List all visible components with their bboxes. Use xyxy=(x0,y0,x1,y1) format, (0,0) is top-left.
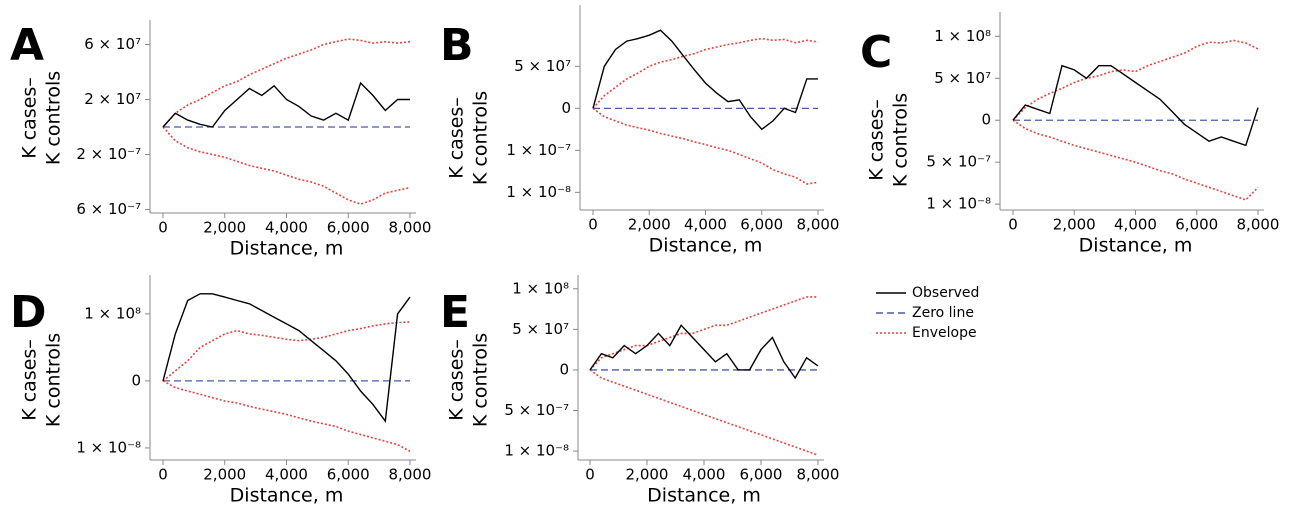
y-axis-label: K controls xyxy=(470,91,492,185)
x-tick-label: 4,000 xyxy=(265,219,308,237)
x-tick-label: 4,000 xyxy=(683,466,726,484)
y-tick-label: 5 × 10⁷ xyxy=(512,320,569,338)
series-line xyxy=(162,38,411,128)
y-tick-label: 1 × 10⁻⁷ xyxy=(506,141,571,159)
series-line xyxy=(162,293,411,423)
x-tick-label: 8,000 xyxy=(389,219,432,237)
x-axis-label: Distance, m xyxy=(649,235,763,257)
x-tick-label: 0 xyxy=(158,219,168,237)
y-axis-label: K cases– xyxy=(19,339,41,421)
series-line xyxy=(162,126,411,205)
x-tick-label: 8,000 xyxy=(797,466,840,484)
y-tick-label: 0 xyxy=(561,99,571,117)
series-line xyxy=(162,380,411,453)
y-tick-label: 1 × 10⁸ xyxy=(512,279,569,297)
y-tick-label: 1 × 10⁻⁸ xyxy=(926,195,991,213)
x-tick-label: 8,000 xyxy=(797,216,840,234)
panel-letter: C xyxy=(860,27,892,78)
y-tick-label: 0 xyxy=(559,360,569,378)
y-tick-label: 6 × 10⁷ xyxy=(84,35,141,53)
y-axis-label: K controls xyxy=(470,333,492,427)
series-line xyxy=(1012,64,1259,147)
series-line xyxy=(1012,39,1259,121)
y-tick-label: 1 × 10⁻⁸ xyxy=(76,438,141,456)
y-tick-label: 1 × 10⁻⁸ xyxy=(504,442,569,460)
y-axis-label: K cases– xyxy=(19,77,41,159)
y-axis-label: K controls xyxy=(43,71,65,165)
x-tick-label: 6,000 xyxy=(740,216,783,234)
x-tick-label: 6,000 xyxy=(740,466,783,484)
y-tick-label: 1 × 10⁸ xyxy=(934,27,991,45)
x-tick-label: 2,000 xyxy=(626,466,669,484)
series-line xyxy=(162,81,410,128)
y-tick-label: 5 × 10⁻⁷ xyxy=(926,153,991,171)
y-axis-label: K cases– xyxy=(446,339,468,421)
legend-label: Envelope xyxy=(912,325,977,341)
y-tick-label: 0 xyxy=(981,111,991,129)
series-line xyxy=(1012,119,1259,201)
y-tick-label: 1 × 10⁻⁸ xyxy=(506,183,571,201)
y-tick-label: 2 × 10⁷ xyxy=(84,90,141,108)
x-tick-label: 2,000 xyxy=(203,466,246,484)
series-line xyxy=(592,37,819,109)
series-line xyxy=(162,321,411,382)
x-tick-label: 0 xyxy=(158,466,168,484)
x-tick-label: 6,000 xyxy=(1175,216,1218,234)
legend-label: Zero line xyxy=(912,305,974,321)
x-tick-label: 8,000 xyxy=(389,466,432,484)
x-axis-label: Distance, m xyxy=(1079,235,1193,257)
y-tick-label: 0 xyxy=(131,371,141,389)
x-tick-label: 0 xyxy=(585,466,595,484)
x-axis-label: Distance, m xyxy=(230,238,344,260)
x-tick-label: 2,000 xyxy=(1053,216,1096,234)
y-tick-label: 5 × 10⁷ xyxy=(934,69,991,87)
y-tick-label: 5 × 10⁷ xyxy=(514,57,571,75)
x-tick-label: 8,000 xyxy=(1237,216,1280,234)
x-axis-label: Distance, m xyxy=(230,485,344,507)
y-axis-label: K cases– xyxy=(446,97,468,179)
series-line xyxy=(589,369,819,456)
series-line xyxy=(592,107,819,185)
y-tick-label: 5 × 10⁻⁷ xyxy=(504,401,569,419)
y-tick-label: 6 × 10⁻⁷ xyxy=(76,200,141,218)
y-axis-label: K controls xyxy=(890,93,912,187)
panel-letter: D xyxy=(10,287,47,338)
panel-letter: A xyxy=(10,20,44,71)
x-tick-label: 4,000 xyxy=(684,216,727,234)
y-tick-label: 1 × 10⁸ xyxy=(84,304,141,322)
x-tick-label: 2,000 xyxy=(628,216,671,234)
y-axis-label: K controls xyxy=(43,333,65,427)
x-tick-label: 4,000 xyxy=(1114,216,1157,234)
x-tick-label: 2,000 xyxy=(203,219,246,237)
series-line xyxy=(589,296,818,371)
y-axis-label: K cases– xyxy=(866,99,888,181)
panel-letter: B xyxy=(440,20,474,71)
y-tick-label: 2 × 10⁻⁷ xyxy=(76,145,141,163)
x-tick-label: 0 xyxy=(588,216,598,234)
x-axis-label: Distance, m xyxy=(647,485,761,507)
series-line xyxy=(589,324,819,380)
x-tick-label: 0 xyxy=(1008,216,1018,234)
x-tick-label: 6,000 xyxy=(327,219,370,237)
series-line xyxy=(592,29,818,131)
panel-letter: E xyxy=(440,287,470,338)
legend-label: Observed xyxy=(912,285,979,301)
x-tick-label: 4,000 xyxy=(265,466,308,484)
x-tick-label: 6,000 xyxy=(327,466,370,484)
